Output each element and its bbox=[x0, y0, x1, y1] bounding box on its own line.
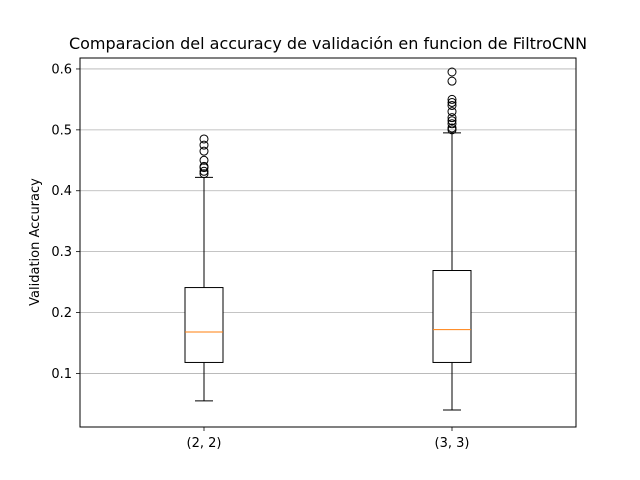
outlier-point bbox=[447, 94, 457, 104]
outlier-point bbox=[199, 169, 209, 179]
y-tick-label: 0.6 bbox=[51, 62, 72, 77]
outlier-point bbox=[447, 113, 457, 123]
y-tick-label: 0.5 bbox=[51, 123, 72, 138]
box-iqr bbox=[184, 287, 224, 363]
outlier-point bbox=[447, 76, 457, 86]
y-tick-label: 0.3 bbox=[51, 245, 72, 260]
x-axis-ticks: (2, 2) (3, 3) bbox=[187, 427, 470, 451]
chart-title: Comparacion del accuracy de validación e… bbox=[69, 34, 587, 53]
box-group bbox=[432, 67, 472, 411]
box-group bbox=[184, 134, 224, 402]
outlier-point bbox=[447, 67, 457, 77]
outlier-point bbox=[447, 97, 457, 107]
y-tick-label: 0.4 bbox=[51, 184, 72, 199]
outlier-point bbox=[199, 161, 209, 171]
outlier-point bbox=[199, 146, 209, 156]
outlier-point bbox=[447, 100, 457, 110]
x-tick-label: (3, 3) bbox=[435, 436, 470, 451]
outlier-point bbox=[447, 123, 457, 133]
outlier-point bbox=[447, 107, 457, 117]
outlier-point bbox=[199, 134, 209, 144]
y-tick-label: 0.1 bbox=[51, 367, 72, 382]
outlier-point bbox=[199, 166, 209, 176]
y-tick-label: 0.2 bbox=[51, 306, 72, 321]
outlier-point bbox=[447, 116, 457, 126]
plot-area-frame bbox=[79, 57, 577, 428]
y-axis-label: Validation Accuracy bbox=[28, 178, 43, 306]
boxes bbox=[184, 67, 472, 411]
x-tick-label: (2, 2) bbox=[187, 436, 222, 451]
outlier-point bbox=[447, 119, 457, 129]
outlier-point bbox=[199, 155, 209, 165]
box-iqr bbox=[432, 270, 472, 363]
outlier-point bbox=[199, 140, 209, 150]
grid-lines bbox=[80, 68, 576, 374]
y-axis-ticks: 0.1 0.2 0.3 0.4 0.5 0.6 bbox=[51, 62, 80, 382]
